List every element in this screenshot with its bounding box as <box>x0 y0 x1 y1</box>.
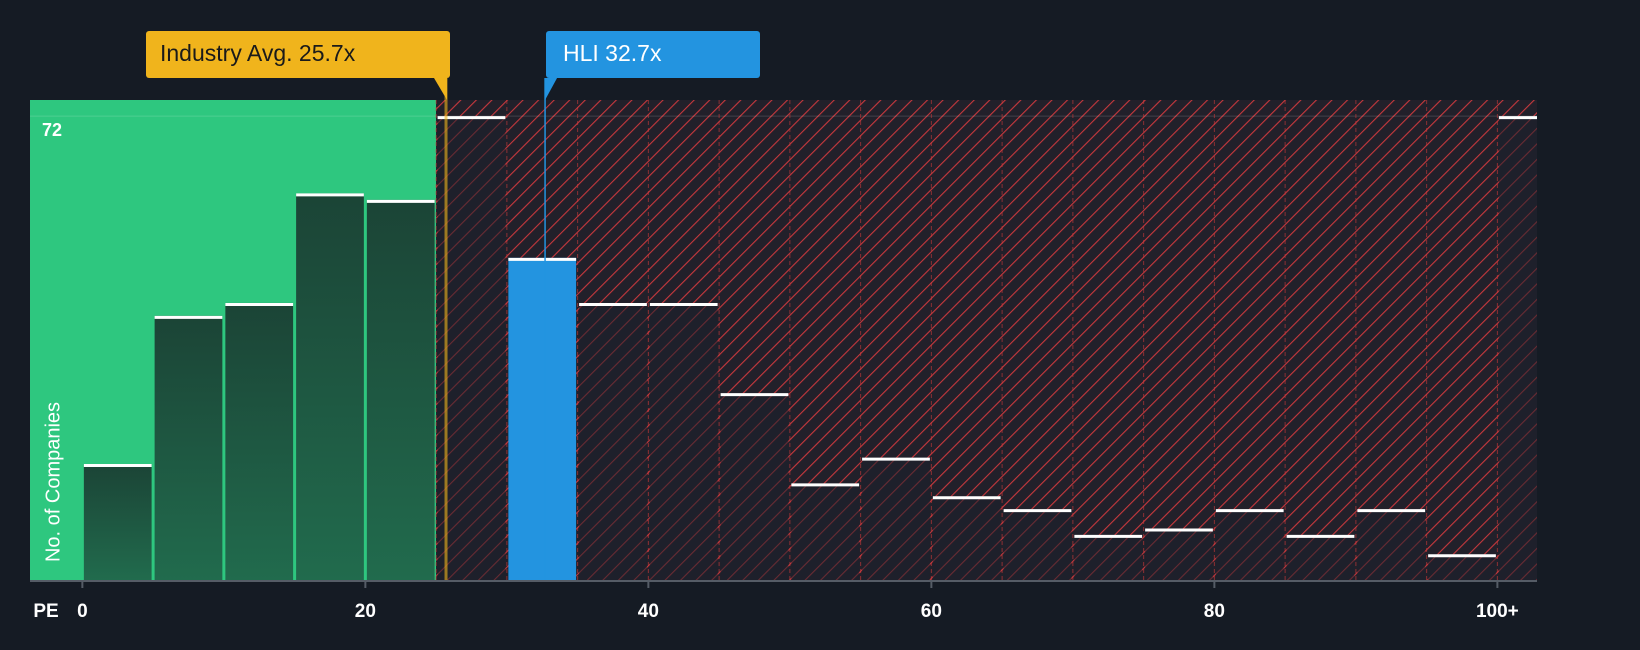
annotation-box <box>146 31 450 78</box>
plot-area <box>30 100 1537 580</box>
bar <box>1357 509 1426 580</box>
bar <box>791 483 860 580</box>
bar <box>579 302 647 580</box>
x-axis-label: PE <box>33 601 58 622</box>
bar <box>1428 554 1496 580</box>
bar <box>932 496 1001 580</box>
bar <box>1498 116 1537 580</box>
annotation-pointer <box>434 78 448 100</box>
x-tick-label: 60 <box>921 601 942 622</box>
annotation-label: HLI 32.7x <box>563 40 662 66</box>
bar <box>154 315 223 580</box>
bar <box>508 257 577 580</box>
annotation-pointer <box>545 78 558 100</box>
y-tick-label: 72 <box>42 120 62 140</box>
bar <box>366 199 435 580</box>
x-tick-label: 40 <box>638 601 659 622</box>
bar <box>862 457 930 580</box>
x-tick-label: 20 <box>355 601 376 622</box>
bar <box>1145 528 1213 580</box>
annotation-box <box>546 31 760 78</box>
bar <box>1215 509 1284 580</box>
y-axis-label: No. of Companies <box>42 402 64 562</box>
annotation-label: Industry Avg. 25.7x <box>160 40 356 66</box>
x-tick-label: 100+ <box>1476 601 1519 622</box>
bar <box>437 116 506 580</box>
x-tick-label: 80 <box>1204 601 1225 622</box>
bar <box>1074 534 1143 580</box>
bar <box>1003 509 1072 580</box>
x-tick-label: 0 <box>77 601 88 622</box>
bar <box>83 464 152 580</box>
bar <box>649 302 718 580</box>
bar <box>296 193 364 580</box>
bar <box>225 302 294 580</box>
bar <box>1286 534 1355 580</box>
bar <box>720 393 789 580</box>
